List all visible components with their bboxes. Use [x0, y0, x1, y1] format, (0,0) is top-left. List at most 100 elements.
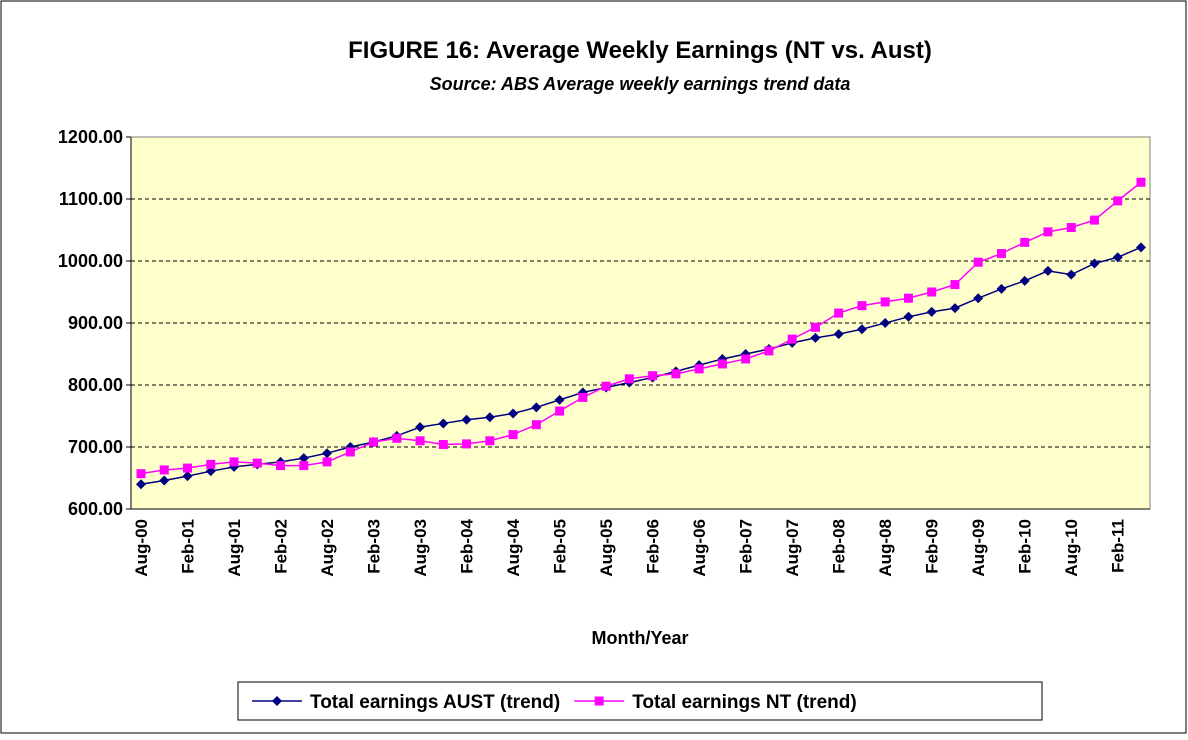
- marker: [182, 471, 193, 482]
- legend-label: Total earnings NT (trend): [632, 692, 856, 713]
- x-tick-label: Feb-07: [737, 519, 756, 574]
- y-tick-label: 800.00: [68, 375, 123, 395]
- x-axis-title: Month/Year: [591, 628, 688, 648]
- marker: [183, 463, 193, 473]
- marker: [1042, 265, 1053, 276]
- marker: [438, 418, 449, 429]
- marker: [1136, 242, 1146, 253]
- x-tick-label: Aug-07: [783, 519, 802, 577]
- marker: [903, 311, 914, 322]
- marker: [1112, 252, 1123, 263]
- y-tick-label: 1100.00: [59, 189, 123, 209]
- marker: [996, 249, 1006, 259]
- x-tick-label: Aug-10: [1062, 519, 1081, 577]
- marker: [717, 359, 727, 369]
- marker: [810, 332, 821, 343]
- marker: [856, 324, 867, 335]
- marker: [1066, 269, 1077, 280]
- marker: [880, 318, 891, 328]
- marker: [903, 293, 913, 303]
- x-tick-label: Aug-08: [876, 519, 895, 577]
- marker: [159, 475, 170, 486]
- marker: [415, 422, 426, 433]
- y-tick-label: 1200.00: [58, 127, 123, 147]
- marker: [508, 408, 519, 419]
- marker: [555, 406, 565, 416]
- x-tick-label: Aug-03: [411, 519, 430, 577]
- x-tick-label: Feb-02: [272, 519, 291, 574]
- chart-subtitle: Source: ABS Average weekly earnings tren…: [430, 74, 851, 94]
- marker: [1066, 223, 1076, 233]
- x-tick-label: Feb-08: [830, 519, 849, 574]
- marker: [531, 402, 542, 413]
- marker: [880, 297, 890, 307]
- marker: [554, 394, 565, 405]
- marker: [671, 369, 681, 379]
- marker: [276, 461, 286, 471]
- marker: [1019, 275, 1030, 286]
- marker: [624, 374, 634, 384]
- marker: [298, 453, 309, 464]
- marker: [1089, 258, 1100, 269]
- x-tick-label: Aug-09: [969, 519, 988, 577]
- x-tick-label: Feb-11: [1109, 519, 1128, 573]
- x-tick-label: Aug-04: [504, 518, 523, 576]
- marker: [438, 440, 448, 450]
- marker: [973, 257, 983, 267]
- x-tick-label: Feb-05: [551, 519, 570, 574]
- x-tick-label: Aug-05: [597, 519, 616, 577]
- marker: [996, 283, 1007, 294]
- marker: [927, 287, 937, 297]
- y-tick-label: 1000.00: [58, 251, 123, 271]
- x-tick-label: Feb-06: [644, 519, 663, 574]
- marker: [594, 696, 604, 706]
- plot-area: [130, 136, 1151, 510]
- marker: [392, 433, 402, 443]
- x-tick-label: Feb-09: [923, 519, 942, 574]
- marker: [272, 696, 282, 706]
- marker: [369, 437, 379, 447]
- x-tick-label: Feb-04: [458, 518, 477, 573]
- marker: [159, 465, 169, 475]
- marker: [601, 381, 611, 391]
- marker: [578, 392, 588, 402]
- marker: [741, 354, 751, 364]
- marker: [857, 301, 867, 311]
- marker: [1043, 227, 1053, 237]
- marker: [484, 412, 495, 423]
- marker: [950, 280, 960, 290]
- marker: [206, 459, 216, 469]
- marker: [485, 436, 495, 446]
- marker: [461, 414, 472, 425]
- chart-title: FIGURE 16: Average Weekly Earnings (NT v…: [348, 37, 932, 64]
- marker: [694, 364, 704, 374]
- x-tick-label: Aug-02: [318, 519, 337, 577]
- marker: [415, 436, 425, 446]
- marker: [322, 457, 332, 467]
- marker: [973, 293, 984, 304]
- marker: [299, 461, 309, 471]
- marker: [136, 469, 146, 479]
- y-tick-label: 700.00: [68, 437, 123, 457]
- marker: [229, 457, 239, 467]
- y-tick-label: 600.00: [68, 499, 123, 519]
- legend-box: [237, 681, 1043, 721]
- marker: [648, 371, 658, 381]
- x-tick-label: Aug-01: [225, 519, 244, 577]
- marker: [136, 479, 146, 490]
- marker: [764, 346, 774, 356]
- x-tick-label: Feb-03: [365, 519, 384, 574]
- marker: [833, 329, 844, 340]
- marker: [508, 430, 518, 440]
- marker: [1020, 237, 1030, 247]
- x-tick-label: Feb-01: [179, 519, 198, 574]
- marker: [345, 447, 355, 457]
- marker: [531, 420, 541, 430]
- marker: [787, 334, 797, 344]
- marker: [1113, 196, 1123, 206]
- marker: [1089, 215, 1099, 225]
- marker: [1136, 177, 1146, 187]
- marker: [252, 458, 262, 468]
- legend-label: Total earnings AUST (trend): [310, 692, 560, 713]
